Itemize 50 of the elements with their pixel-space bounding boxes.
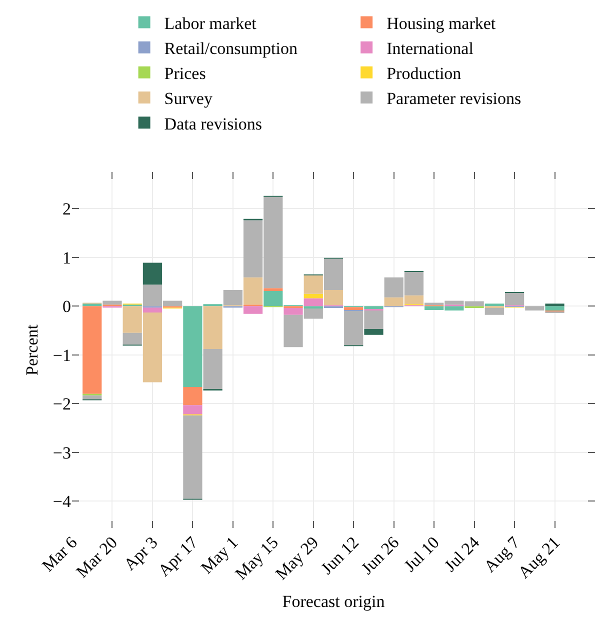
- bar: [183, 306, 202, 388]
- bar: [82, 395, 102, 400]
- bar: [304, 306, 323, 309]
- bar: [183, 415, 202, 499]
- legend-label: Retail/consumption: [164, 38, 298, 58]
- bar: [223, 290, 242, 306]
- bar: [484, 308, 504, 315]
- legend-label: Housing market: [386, 14, 496, 33]
- y-tick-label: 2: [62, 200, 71, 219]
- y-tick-label: −3: [52, 443, 71, 462]
- bar: [324, 258, 344, 290]
- x-tick-label: Apr 3: [120, 532, 162, 574]
- y-tick-label: −1: [52, 346, 71, 365]
- bar: [142, 308, 162, 312]
- legend-label: International: [386, 38, 474, 58]
- bar: [203, 349, 222, 390]
- bar: [525, 306, 544, 310]
- legend-label: Parameter revisions: [386, 89, 522, 108]
- bar: [484, 304, 504, 306]
- y-tick-label: 1: [62, 248, 71, 268]
- bar: [243, 306, 263, 314]
- y-tick-label: −2: [52, 394, 71, 414]
- x-axis-title: Forecast origin: [282, 592, 386, 611]
- legend-label: Survey: [164, 89, 213, 108]
- bar: [545, 306, 564, 310]
- legend-label: Production: [386, 64, 462, 84]
- bar: [82, 304, 102, 306]
- bar: [122, 332, 142, 345]
- legend-label: Data revisions: [164, 114, 262, 134]
- bar: [183, 405, 202, 414]
- bar: [142, 262, 162, 285]
- bar: [284, 308, 303, 315]
- bar: [344, 307, 364, 310]
- bar: [243, 277, 263, 305]
- x-tick-label: Jul 24: [440, 532, 484, 576]
- legend-label: Prices: [164, 64, 206, 84]
- bar: [504, 292, 524, 306]
- x-tick-label: Jul 10: [400, 532, 443, 576]
- y-axis-title: Percent: [22, 324, 42, 376]
- bar: [183, 387, 202, 406]
- bar: [102, 300, 122, 305]
- bar: [304, 294, 323, 298]
- bar: [264, 288, 283, 291]
- bar: [203, 306, 222, 350]
- bar: [545, 304, 564, 306]
- bar: [364, 329, 384, 335]
- bar: [82, 306, 102, 394]
- y-tick-label: −4: [52, 492, 72, 512]
- legend-label: Labor market: [164, 14, 257, 33]
- y-tick-label: 0: [62, 297, 71, 316]
